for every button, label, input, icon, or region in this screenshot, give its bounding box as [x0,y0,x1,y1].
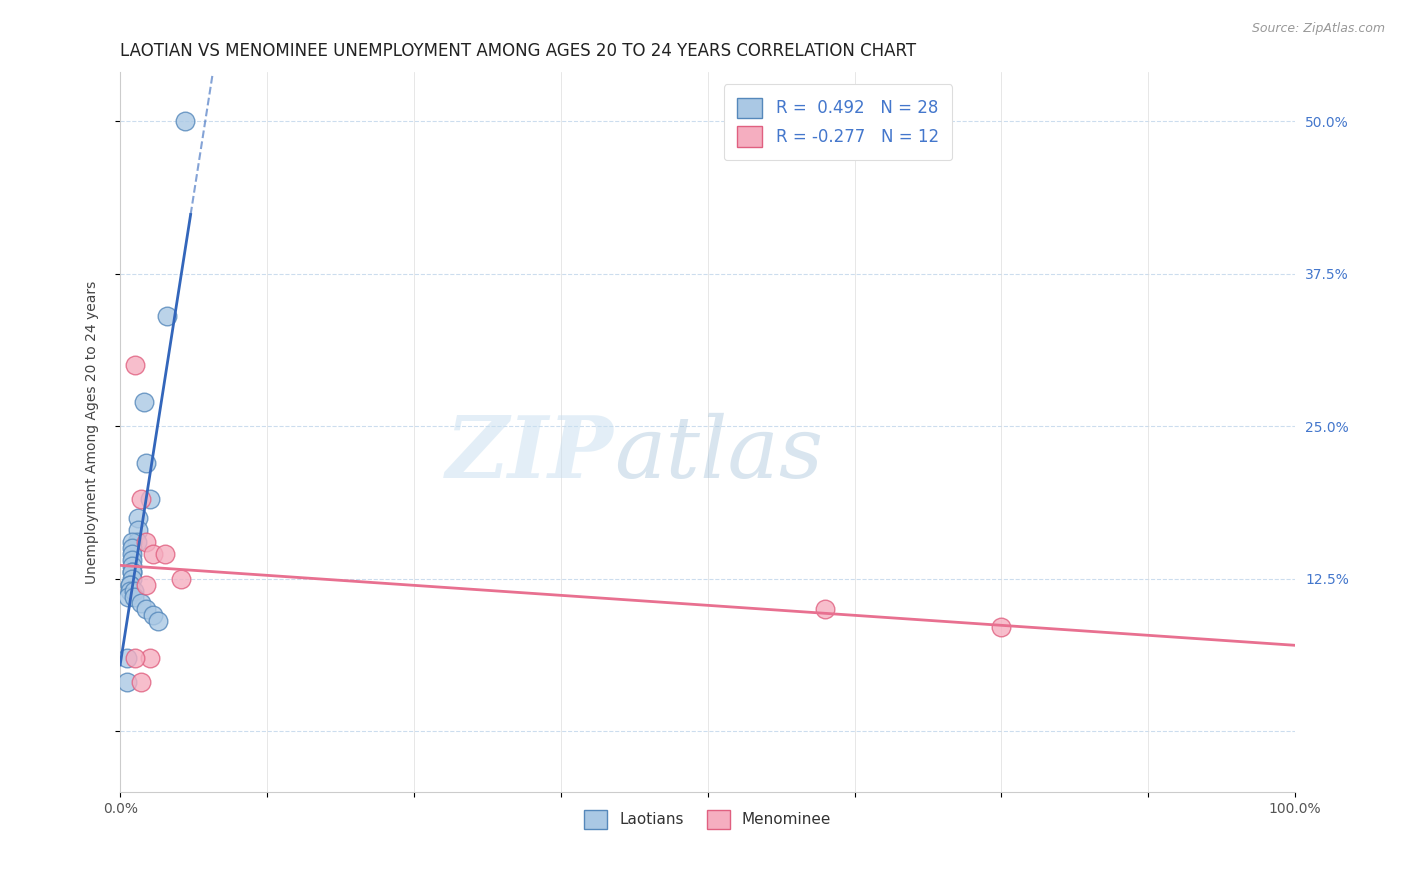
Point [121,535,143,549]
Point [122,590,145,604]
Point [118,583,141,598]
Point [117,590,139,604]
Text: ZIP: ZIP [446,412,613,496]
Point [118,577,141,591]
Point [121,566,143,580]
Point [125,535,148,549]
Point [135,577,157,591]
Point [142,547,165,561]
Point [121,566,143,580]
Point [173,114,195,128]
Point [135,535,157,549]
Point [129,596,152,610]
Point [127,523,149,537]
Point [124,358,146,372]
Point [170,572,193,586]
Point [121,547,143,561]
Point [118,577,141,591]
Point [156,310,179,324]
Point [124,650,146,665]
Legend: Laotians, Menominee: Laotians, Menominee [578,804,838,835]
Point [135,456,157,470]
Point [142,608,165,623]
Point [121,541,143,555]
Point [990,620,1012,634]
Point [132,394,155,409]
Point [115,650,138,665]
Y-axis label: Unemployment Among Ages 20 to 24 years: Unemployment Among Ages 20 to 24 years [86,281,100,584]
Text: Source: ZipAtlas.com: Source: ZipAtlas.com [1251,22,1385,36]
Point [138,492,160,507]
Point [115,675,138,690]
Point [122,583,145,598]
Point [129,492,152,507]
Text: atlas: atlas [613,412,823,495]
Point [129,675,152,690]
Point [121,553,143,567]
Point [146,614,169,628]
Point [814,602,837,616]
Text: LAOTIAN VS MENOMINEE UNEMPLOYMENT AMONG AGES 20 TO 24 YEARS CORRELATION CHART: LAOTIAN VS MENOMINEE UNEMPLOYMENT AMONG … [120,42,917,60]
Point [153,547,176,561]
Point [121,559,143,574]
Point [127,510,149,524]
Point [135,602,157,616]
Point [121,572,143,586]
Point [138,650,160,665]
